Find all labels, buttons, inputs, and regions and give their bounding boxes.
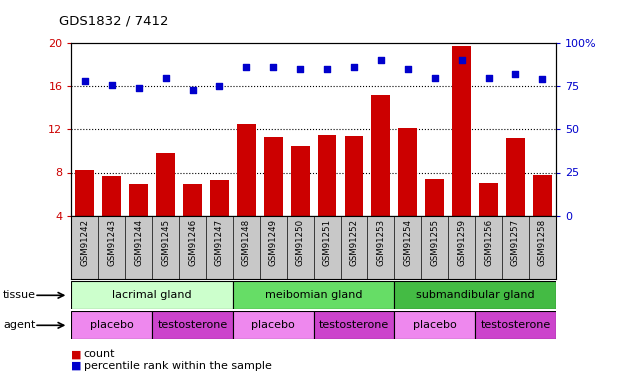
Bar bbox=[394, 311, 475, 339]
Bar bbox=[71, 311, 152, 339]
Bar bbox=[129, 184, 148, 216]
Bar bbox=[317, 135, 337, 216]
Text: GSM91251: GSM91251 bbox=[322, 219, 332, 266]
Point bbox=[188, 87, 197, 93]
Text: testosterone: testosterone bbox=[157, 320, 228, 330]
Text: submandibular gland: submandibular gland bbox=[415, 290, 535, 300]
Point bbox=[537, 76, 547, 82]
Point bbox=[322, 66, 332, 72]
Point bbox=[242, 64, 252, 70]
Point bbox=[484, 75, 494, 81]
Text: meibomian gland: meibomian gland bbox=[265, 290, 363, 300]
Bar bbox=[76, 170, 94, 216]
Bar bbox=[371, 95, 390, 216]
Text: placebo: placebo bbox=[413, 320, 456, 330]
Text: count: count bbox=[84, 350, 116, 359]
Text: GSM91257: GSM91257 bbox=[511, 219, 520, 266]
Text: GSM91258: GSM91258 bbox=[538, 219, 547, 266]
Text: GSM91252: GSM91252 bbox=[350, 219, 358, 266]
Point bbox=[161, 75, 171, 81]
Bar bbox=[314, 311, 394, 339]
Point bbox=[80, 78, 90, 84]
Text: GSM91244: GSM91244 bbox=[134, 219, 143, 266]
Bar bbox=[506, 138, 525, 216]
Point bbox=[268, 64, 278, 70]
Text: ■: ■ bbox=[71, 361, 82, 370]
Text: placebo: placebo bbox=[90, 320, 134, 330]
Bar bbox=[264, 137, 283, 216]
Text: GSM91248: GSM91248 bbox=[242, 219, 251, 266]
Text: GSM91253: GSM91253 bbox=[376, 219, 386, 266]
Text: percentile rank within the sample: percentile rank within the sample bbox=[84, 361, 272, 370]
Text: testosterone: testosterone bbox=[480, 320, 551, 330]
Bar bbox=[291, 146, 309, 216]
Bar bbox=[183, 184, 202, 216]
Point bbox=[456, 57, 466, 63]
Text: GSM91242: GSM91242 bbox=[80, 219, 89, 266]
Bar bbox=[156, 153, 175, 216]
Point bbox=[403, 66, 413, 72]
Point bbox=[349, 64, 359, 70]
Point bbox=[510, 71, 520, 77]
Bar bbox=[475, 311, 556, 339]
Point bbox=[430, 75, 440, 81]
Bar bbox=[210, 180, 229, 216]
Bar bbox=[102, 176, 121, 216]
Text: GDS1832 / 7412: GDS1832 / 7412 bbox=[59, 15, 168, 28]
Text: GSM91250: GSM91250 bbox=[296, 219, 305, 266]
Bar bbox=[237, 124, 256, 216]
Bar bbox=[394, 281, 556, 309]
Bar bbox=[425, 179, 444, 216]
Text: testosterone: testosterone bbox=[319, 320, 389, 330]
Bar bbox=[399, 128, 417, 216]
Text: tissue: tissue bbox=[3, 290, 36, 300]
Point bbox=[376, 57, 386, 63]
Text: GSM91249: GSM91249 bbox=[269, 219, 278, 266]
Bar bbox=[533, 175, 551, 216]
Text: GSM91245: GSM91245 bbox=[161, 219, 170, 266]
Text: GSM91256: GSM91256 bbox=[484, 219, 493, 266]
Text: GSM91243: GSM91243 bbox=[107, 219, 116, 266]
Text: GSM91247: GSM91247 bbox=[215, 219, 224, 266]
Text: GSM91255: GSM91255 bbox=[430, 219, 439, 266]
Bar bbox=[152, 311, 233, 339]
Bar bbox=[345, 136, 363, 216]
Text: agent: agent bbox=[3, 320, 35, 330]
Bar bbox=[233, 281, 394, 309]
Text: lacrimal gland: lacrimal gland bbox=[112, 290, 192, 300]
Bar bbox=[452, 46, 471, 216]
Point bbox=[214, 83, 224, 89]
Point bbox=[295, 66, 305, 72]
Point bbox=[107, 81, 117, 87]
Bar bbox=[71, 281, 233, 309]
Text: GSM91254: GSM91254 bbox=[403, 219, 412, 266]
Text: placebo: placebo bbox=[252, 320, 295, 330]
Point bbox=[134, 85, 143, 91]
Text: GSM91246: GSM91246 bbox=[188, 219, 197, 266]
Text: ■: ■ bbox=[71, 350, 82, 359]
Bar bbox=[233, 311, 314, 339]
Text: GSM91259: GSM91259 bbox=[457, 219, 466, 266]
Bar bbox=[479, 183, 498, 216]
